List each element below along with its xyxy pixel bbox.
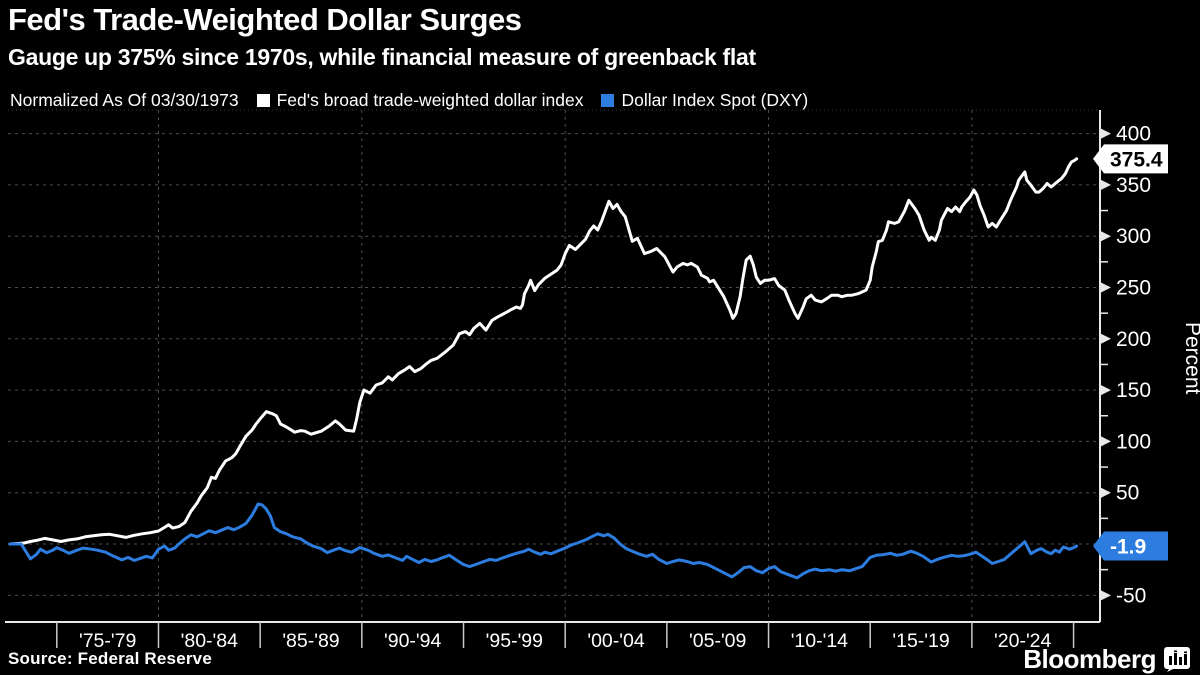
legend-item-label: Dollar Index Spot (DXY) [621,90,809,110]
x-tick-label: '15-'19 [892,630,949,652]
x-tick-label: '10-'14 [791,630,848,652]
x-tick-label: '90-'94 [384,630,441,652]
x-gridlines [157,110,973,622]
y-axis-title: Percent [1181,322,1200,395]
x-tick-label: '00-'04 [587,630,644,652]
legend-item-dxy: Dollar Index Spot (DXY) [601,90,808,111]
svg-text:-1.9: -1.9 [1110,535,1146,558]
x-tick-label: '80-'84 [181,630,238,652]
svg-text:375.4: 375.4 [1110,148,1163,171]
y-tick-label: 250 [1116,277,1151,300]
chart-legend: Normalized As Of 03/30/1973 Fed's broad … [10,90,808,111]
y-tick-label: -50 [1116,584,1146,607]
x-tick-label: '95-'99 [486,630,543,652]
x-tick-label: '20-'24 [994,630,1051,652]
legend-item-fed-index: Fed's broad trade-weighted dollar index [256,90,584,111]
y-gridlines [8,133,1100,596]
y-tick-label: 400 [1116,123,1151,146]
page-title: Fed's Trade-Weighted Dollar Surges [8,2,522,37]
y-tick-label: 100 [1116,430,1151,453]
x-axis: '75-'79 '80-'84 '85-'89 '90-'94 '95-'99 '00-'… [5,621,1100,652]
series-line-dxy [8,502,1079,580]
y-tick-label: 200 [1116,328,1151,351]
bloomberg-wordmark: Bloomberg [1023,644,1156,674]
x-tick-label: '05-'09 [689,630,746,652]
bloomberg-bug-icon [1164,647,1190,672]
source-attribution: Source: Federal Reserve [8,649,212,668]
legend-note: Normalized As Of 03/30/1973 [10,90,239,110]
legend-item-label: Fed's broad trade-weighted dollar index [276,90,584,110]
x-tick-label: '75-'79 [79,630,136,652]
y-tick-label: 50 [1116,482,1139,505]
y-tick-label: 150 [1116,379,1151,402]
x-tick-label: '85-'89 [282,630,339,652]
blue-series-swatch-icon [601,94,615,107]
y-tick-label: 300 [1116,225,1151,248]
series-line-fed-twd [8,157,1079,546]
bloomberg-logo: Bloomberg [1023,644,1190,675]
end-value-label-dxy: -1.9 [1093,531,1168,561]
end-value-label-fed-twd: 375.4 [1093,144,1168,174]
white-series-swatch-icon [256,94,270,107]
y-tick-label: 350 [1116,174,1151,197]
page-subtitle: Gauge up 375% since 1970s, while financi… [8,44,756,70]
